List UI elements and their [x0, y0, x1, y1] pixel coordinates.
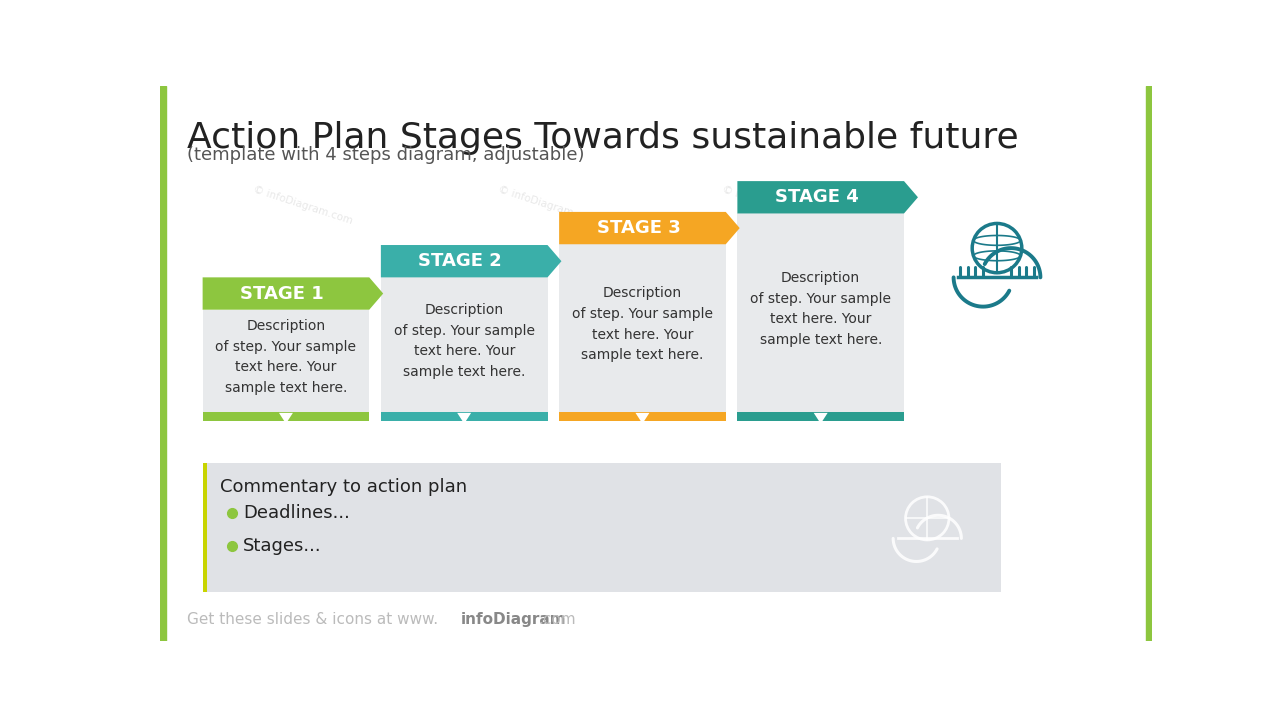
Bar — [202, 412, 369, 421]
Polygon shape — [279, 413, 293, 423]
Text: Description
of step. Your sample
text here. Your
sample text here.: Description of step. Your sample text he… — [572, 287, 713, 362]
Text: Description
of step. Your sample
text here. Your
sample text here.: Description of step. Your sample text he… — [394, 303, 535, 379]
Bar — [559, 412, 726, 421]
Text: Description
of step. Your sample
text here. Your
sample text here.: Description of step. Your sample text he… — [215, 319, 356, 395]
Polygon shape — [559, 212, 740, 244]
Text: Commentary to action plan: Commentary to action plan — [220, 478, 467, 496]
Bar — [202, 463, 207, 593]
Text: STAGE 1: STAGE 1 — [241, 284, 324, 302]
Polygon shape — [635, 413, 649, 423]
Bar — [381, 412, 548, 421]
Polygon shape — [737, 181, 918, 213]
Bar — [160, 86, 166, 641]
Polygon shape — [457, 413, 471, 423]
Text: infoDiagram: infoDiagram — [461, 612, 566, 626]
Bar — [737, 412, 904, 421]
Polygon shape — [814, 413, 828, 423]
Text: Deadlines...: Deadlines... — [243, 504, 349, 522]
Polygon shape — [202, 277, 383, 310]
Text: Stages...: Stages... — [243, 537, 321, 555]
Text: STAGE 3: STAGE 3 — [596, 219, 681, 237]
Polygon shape — [381, 245, 562, 277]
Bar — [202, 463, 1001, 593]
Text: Get these slides & icons at www.: Get these slides & icons at www. — [187, 612, 438, 626]
Bar — [381, 277, 548, 412]
Bar — [559, 244, 726, 412]
Text: (template with 4 steps diagram, adjustable): (template with 4 steps diagram, adjustab… — [187, 146, 585, 164]
Text: © infoDiagram.com: © infoDiagram.com — [252, 185, 355, 227]
Bar — [737, 213, 904, 412]
Text: Action Plan Stages Towards sustainable future: Action Plan Stages Towards sustainable f… — [187, 121, 1019, 155]
Text: © infoDiagram.com: © infoDiagram.com — [722, 185, 823, 227]
Text: © infoDiagram.com: © infoDiagram.com — [497, 185, 598, 227]
Text: .com: .com — [538, 612, 576, 626]
Text: STAGE 2: STAGE 2 — [419, 252, 502, 270]
Bar — [1146, 86, 1152, 641]
Text: STAGE 4: STAGE 4 — [774, 188, 859, 206]
Bar — [202, 310, 369, 412]
Text: Description
of step. Your sample
text here. Your
sample text here.: Description of step. Your sample text he… — [750, 271, 891, 347]
